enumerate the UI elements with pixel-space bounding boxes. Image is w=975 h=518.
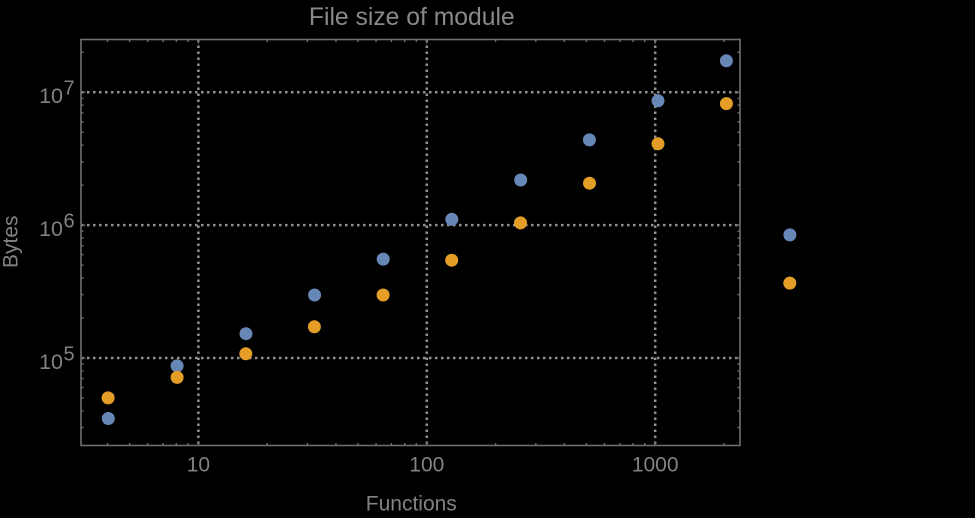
svg-text:1000: 1000 — [632, 454, 679, 477]
svg-text:6: 6 — [64, 211, 75, 233]
svg-text:10: 10 — [39, 217, 63, 241]
svg-text:100: 100 — [409, 454, 444, 477]
svg-text:File size of module: File size of module — [309, 4, 515, 31]
svg-text:10: 10 — [187, 454, 210, 477]
svg-text:5: 5 — [64, 343, 75, 365]
svg-text:10: 10 — [39, 84, 63, 108]
svg-text:Bytes: Bytes — [0, 215, 23, 268]
svg-text:7: 7 — [64, 78, 75, 100]
svg-text:10: 10 — [39, 350, 63, 374]
svg-text:Functions: Functions — [366, 493, 457, 513]
